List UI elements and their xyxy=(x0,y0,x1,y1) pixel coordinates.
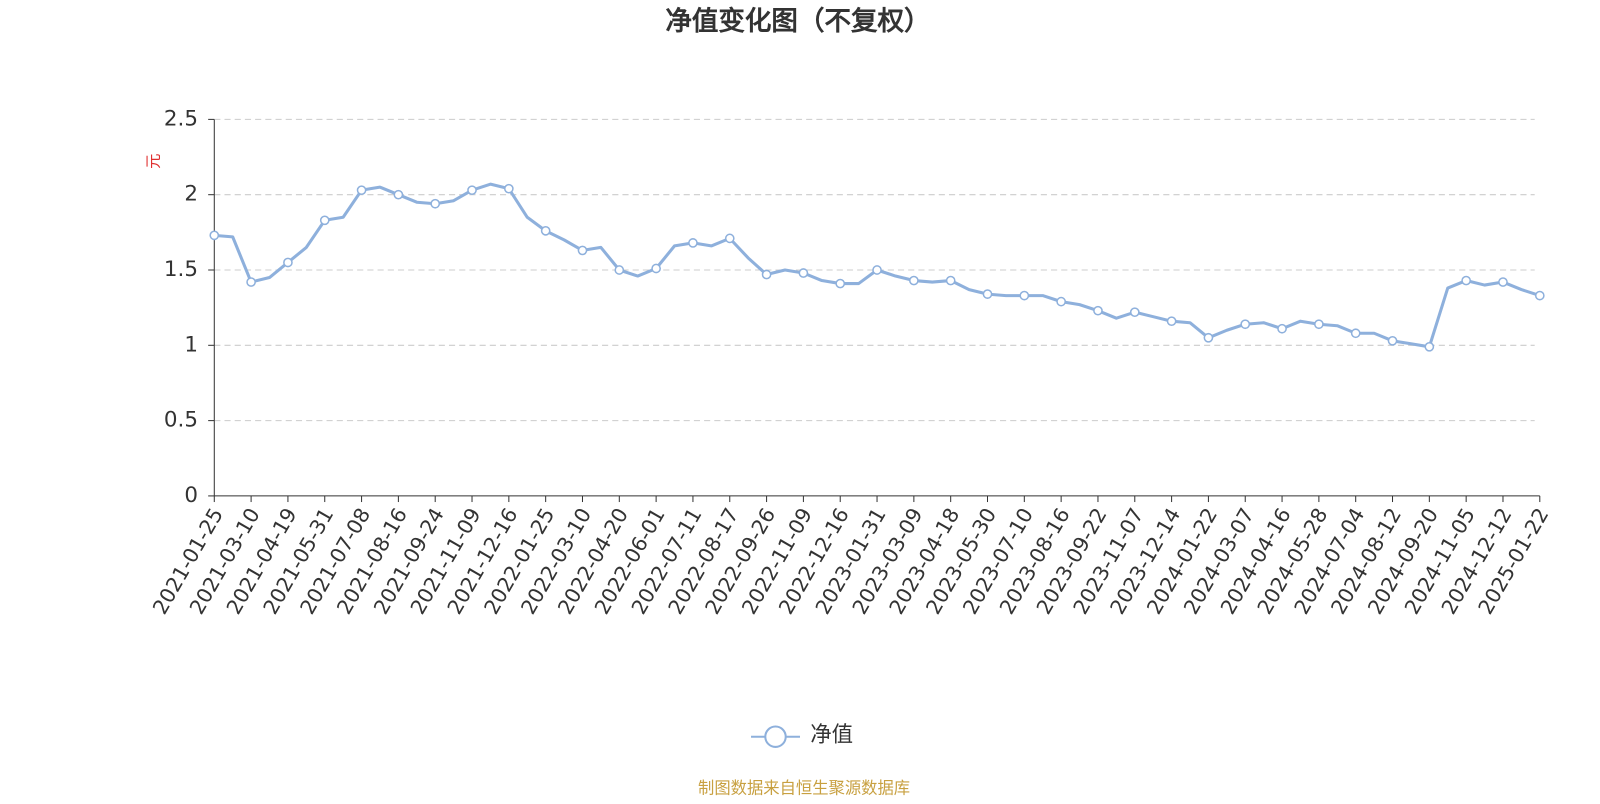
point-marker xyxy=(1166,316,1177,327)
point-marker xyxy=(246,277,256,287)
point-marker xyxy=(651,263,661,274)
point-marker xyxy=(798,268,809,278)
point-marker xyxy=(724,233,735,244)
point-marker xyxy=(1534,290,1545,301)
point-marker xyxy=(467,185,477,196)
y-tick-label: 1 xyxy=(184,332,198,357)
y-axis-label: 元 xyxy=(145,154,163,169)
point-marker xyxy=(1461,275,1472,286)
point-marker xyxy=(393,189,404,200)
point-marker xyxy=(1093,305,1103,316)
legend-label[interactable]: 净值 xyxy=(810,723,853,748)
point-marker xyxy=(1019,290,1030,301)
point-marker xyxy=(614,265,625,275)
point-marker xyxy=(283,257,293,268)
point-marker xyxy=(761,269,772,280)
point-marker xyxy=(835,278,846,289)
legend-marker xyxy=(764,725,787,748)
point-marker xyxy=(982,289,993,299)
point-marker xyxy=(945,275,956,286)
source-note: 制图数据来自恒生聚源数据库 xyxy=(698,778,910,797)
point-marker xyxy=(503,183,514,194)
point-marker xyxy=(1240,319,1251,330)
y-tick-label: 0 xyxy=(184,483,198,508)
point-marker xyxy=(209,230,220,241)
point-marker xyxy=(430,198,441,209)
point-marker xyxy=(1203,332,1214,343)
y-tick-label: 2 xyxy=(184,182,198,207)
point-marker xyxy=(1350,328,1361,339)
point-marker xyxy=(356,185,367,196)
chart-title: 净值变化图（不复权） xyxy=(665,6,930,37)
point-marker xyxy=(872,265,882,275)
point-marker xyxy=(319,215,330,226)
point-marker xyxy=(909,275,919,286)
point-marker xyxy=(1498,277,1508,287)
point-marker xyxy=(1424,341,1435,352)
y-tick-label: 2.5 xyxy=(164,106,198,131)
point-marker xyxy=(1387,335,1398,346)
y-tick-label: 1.5 xyxy=(164,257,198,282)
point-marker xyxy=(688,238,698,248)
point-marker xyxy=(540,225,551,236)
point-marker xyxy=(1314,319,1324,330)
point-marker xyxy=(1277,323,1287,334)
y-tick-label: 0.5 xyxy=(164,408,198,433)
point-marker xyxy=(577,245,588,256)
point-marker xyxy=(1129,307,1140,318)
point-marker xyxy=(1056,296,1066,307)
